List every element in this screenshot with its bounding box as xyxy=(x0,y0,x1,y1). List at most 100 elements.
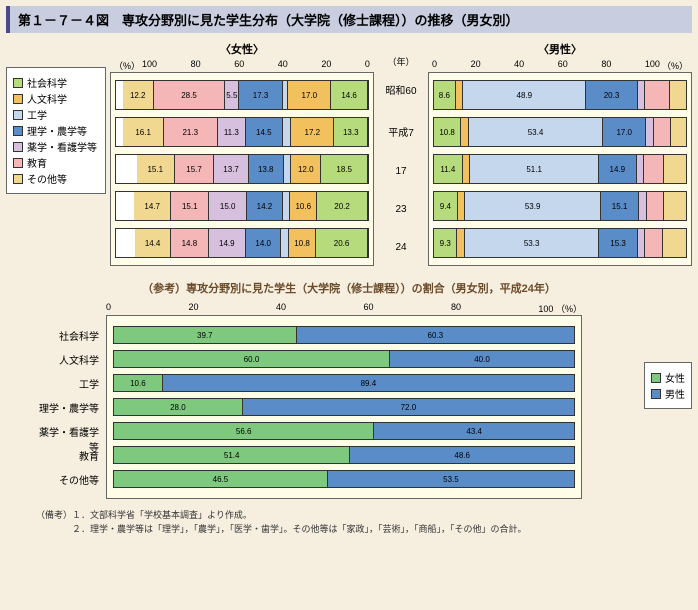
axis-tick: 20 xyxy=(321,59,331,72)
bar-segment xyxy=(116,229,135,257)
bar-segment: 5.5 xyxy=(225,81,239,109)
bar-segment: 17.0 xyxy=(288,81,331,109)
bar-segment: 15.3 xyxy=(599,229,638,257)
series-legend: 社会科学人文科学工学理学・農学等薬学・看護学等教育その他等 xyxy=(6,67,106,194)
legend-item: その他等 xyxy=(13,171,99,186)
bar-row: 9.4 53.915.1 xyxy=(433,191,687,221)
bar-row: 28.072.0 xyxy=(113,398,575,416)
bar-row: 20.210.614.215.015.114.7 xyxy=(115,191,369,221)
legend-label: その他等 xyxy=(27,171,67,186)
female-title: 〈女性〉 xyxy=(110,41,374,57)
bar-row: 46.553.5 xyxy=(113,470,575,488)
legend-label: 女性 xyxy=(665,370,685,385)
axis-tick: 0 xyxy=(365,59,370,72)
bar-segment xyxy=(645,229,663,257)
bar-segment: 20.6 xyxy=(316,229,368,257)
bar-segment: 9.4 xyxy=(434,192,458,220)
axis-tick: 20 xyxy=(471,59,481,72)
bottom-axis: 020406080100 （%） xyxy=(106,302,582,315)
bar-segment: 18.5 xyxy=(321,155,368,183)
bar-segment: 8.6 xyxy=(434,81,456,109)
legend-item: 工学 xyxy=(13,107,99,122)
bar-segment: 17.0 xyxy=(603,118,646,146)
bar-row: 9.353.315.3 xyxy=(433,228,687,258)
bar-segment xyxy=(456,81,464,109)
axis-tick: 60 xyxy=(234,59,244,72)
axis-tick: 100 xyxy=(645,59,660,72)
year-label: 昭和60 xyxy=(378,82,424,97)
male-segment: 89.4 xyxy=(163,375,574,391)
male-segment: 40.0 xyxy=(390,351,574,367)
bar-segment: 13.3 xyxy=(334,118,368,146)
bar-segment xyxy=(458,192,466,220)
bar-segment: 48.9 xyxy=(463,81,586,109)
legend-label: 人文科学 xyxy=(27,91,67,106)
bar-segment: 15.1 xyxy=(171,192,209,220)
bar-segment: 14.2 xyxy=(247,192,283,220)
year-label: 平成7 xyxy=(378,124,424,139)
legend-swatch xyxy=(13,78,23,88)
legend-label: 教育 xyxy=(27,155,47,170)
bar-segment xyxy=(116,155,137,183)
bottom-chart: 020406080100 （%） 社会科学39.760.3人文科学60.040.… xyxy=(6,302,692,499)
female-segment: 28.0 xyxy=(114,399,243,415)
bar-row: 18.512.013.813.715.715.1 xyxy=(115,154,369,184)
bar-segment: 14.8 xyxy=(171,229,208,257)
bar-segment: 15.1 xyxy=(601,192,639,220)
bottom-bars: 社会科学39.760.3人文科学60.040.0工学10.689.4理学・農学等… xyxy=(106,315,582,499)
axis-tick: 100 （%） xyxy=(538,302,582,315)
bar-segment: 10.6 xyxy=(290,192,317,220)
bar-segment: 14.5 xyxy=(246,118,283,146)
legend-label: 男性 xyxy=(665,386,685,401)
bar-row: 13.317.214.511.321.316.1 xyxy=(115,117,369,147)
bar-row: 20.610.814.014.914.814.4 xyxy=(115,228,369,258)
bar-segment xyxy=(664,192,686,220)
bar-segment xyxy=(644,155,664,183)
bar-segment xyxy=(654,118,672,146)
bar-segment xyxy=(116,192,134,220)
category-label: 工学 xyxy=(33,376,103,391)
bar-segment: 53.9 xyxy=(465,192,601,220)
axis-tick: 40 xyxy=(276,302,286,315)
bar-segment: 15.1 xyxy=(137,155,175,183)
year-label: 17 xyxy=(378,166,424,177)
bar-row: 10.8 53.417.0 xyxy=(433,117,687,147)
category-label: 人文科学 xyxy=(33,352,103,367)
legend-label: 理学・農学等 xyxy=(27,123,87,138)
year-unit: （年） xyxy=(378,55,424,68)
bar-segment: 10.8 xyxy=(289,229,316,257)
legend-label: 社会科学 xyxy=(27,75,67,90)
top-charts: 社会科学人文科学工学理学・農学等薬学・看護学等教育その他等 〈女性〉 （%）10… xyxy=(6,41,692,266)
female-segment: 10.6 xyxy=(114,375,163,391)
bar-segment xyxy=(663,229,686,257)
bar-segment xyxy=(664,155,686,183)
bar-segment xyxy=(461,118,469,146)
bar-segment: 53.3 xyxy=(465,229,599,257)
bar-segment: 10.8 xyxy=(434,118,461,146)
legend-swatch xyxy=(651,373,661,383)
bar-segment xyxy=(281,229,289,257)
legend-swatch xyxy=(13,158,23,168)
bar-segment: 13.7 xyxy=(214,155,249,183)
legend-item: 人文科学 xyxy=(13,91,99,106)
bar-segment: 11.4 xyxy=(434,155,463,183)
bar-segment: 51.1 xyxy=(470,155,599,183)
bar-segment xyxy=(670,81,686,109)
bar-segment: 28.5 xyxy=(154,81,226,109)
male-axis: 020406080100（%） xyxy=(428,59,692,72)
unit-label: （%） xyxy=(662,59,688,72)
bar-segment: 12.2 xyxy=(123,81,154,109)
bar-segment xyxy=(116,118,123,146)
bar-row: 10.689.4 xyxy=(113,374,575,392)
axis-tick: 40 xyxy=(278,59,288,72)
bar-segment xyxy=(647,192,665,220)
year-label: 23 xyxy=(378,204,424,215)
bar-row: 56.643.4 xyxy=(113,422,575,440)
bar-segment xyxy=(638,81,646,109)
female-bars: 14.617.017.35.528.512.213.317.214.511.32… xyxy=(110,72,374,266)
female-segment: 51.4 xyxy=(114,447,350,463)
bar-segment: 53.4 xyxy=(469,118,604,146)
bar-segment: 14.0 xyxy=(246,229,281,257)
axis-tick: 0 xyxy=(432,59,437,72)
legend-swatch xyxy=(13,142,23,152)
